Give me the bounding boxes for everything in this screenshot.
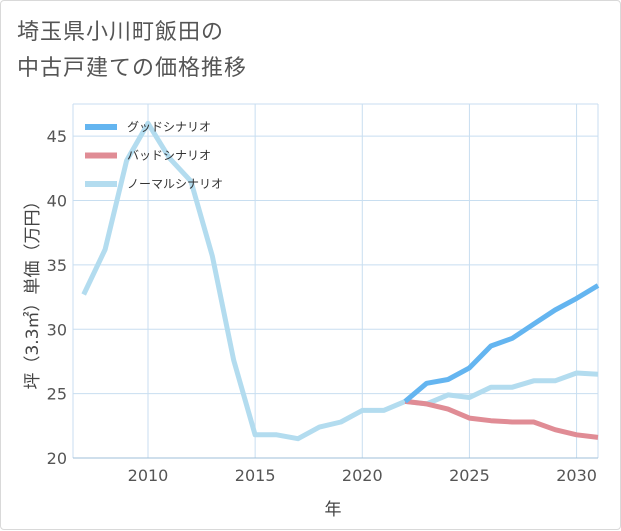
y-axis-title: 坪（3.3㎡）単価（万円） xyxy=(23,192,43,389)
x-tick-labels: 2010 2015 2020 2025 2030 xyxy=(128,466,597,485)
y-tick-label: 40 xyxy=(47,192,67,211)
y-tick-label: 30 xyxy=(47,320,67,339)
y-tick-label: 20 xyxy=(47,449,67,468)
chart-title: 埼玉県小川町飯田の 中古戸建ての価格推移 xyxy=(17,15,247,87)
x-tick-label: 2010 xyxy=(128,466,169,485)
x-tick-label: 2020 xyxy=(342,466,383,485)
chart-title-line-1: 埼玉県小川町飯田の xyxy=(17,20,225,45)
series-line-1 xyxy=(404,398,599,440)
y-tick-label: 35 xyxy=(47,256,67,275)
legend-label: ノーマルシナリオ xyxy=(127,177,223,191)
x-tick-label: 2015 xyxy=(235,466,276,485)
legend-label: バッドシナリオ xyxy=(127,149,211,163)
series-line-0 xyxy=(403,283,600,404)
x-tick-label: 2025 xyxy=(449,466,490,485)
grid-lines xyxy=(73,104,598,459)
x-axis-title: 年 xyxy=(325,500,342,520)
plot-frame xyxy=(72,103,599,459)
x-tick-label: 2030 xyxy=(556,466,597,485)
legend-label: グッドシナリオ xyxy=(127,120,211,134)
series-line-2 xyxy=(81,120,599,442)
series-lines xyxy=(81,120,600,442)
y-tick-label: 45 xyxy=(47,127,67,146)
chart-title-line-2: 中古戸建ての価格推移 xyxy=(17,56,248,81)
y-tick-labels: 20 25 30 35 40 45 xyxy=(47,127,67,468)
y-tick-label: 25 xyxy=(47,385,67,404)
